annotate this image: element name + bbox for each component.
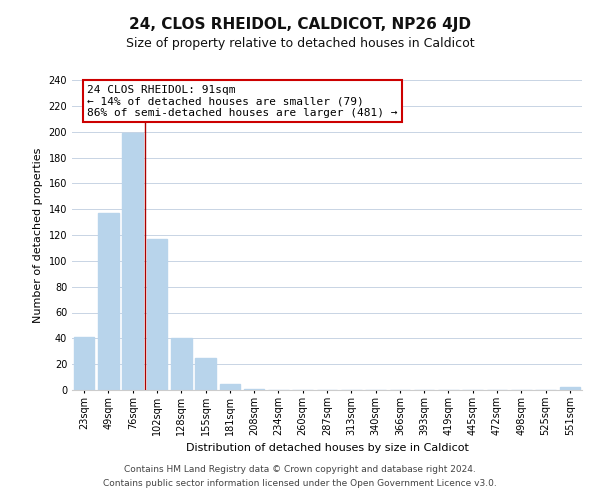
Bar <box>74 337 94 390</box>
Text: 24, CLOS RHEIDOL, CALDICOT, NP26 4JD: 24, CLOS RHEIDOL, CALDICOT, NP26 4JD <box>129 18 471 32</box>
X-axis label: Distribution of detached houses by size in Caldicot: Distribution of detached houses by size … <box>185 444 469 454</box>
Bar <box>195 358 216 390</box>
Text: 24 CLOS RHEIDOL: 91sqm
← 14% of detached houses are smaller (79)
86% of semi-det: 24 CLOS RHEIDOL: 91sqm ← 14% of detached… <box>88 84 398 118</box>
Y-axis label: Number of detached properties: Number of detached properties <box>33 148 43 322</box>
Bar <box>122 133 143 390</box>
Bar <box>171 338 191 390</box>
Text: Contains HM Land Registry data © Crown copyright and database right 2024.
Contai: Contains HM Land Registry data © Crown c… <box>103 466 497 487</box>
Bar <box>244 388 265 390</box>
Bar <box>98 213 119 390</box>
Bar <box>220 384 240 390</box>
Bar <box>560 388 580 390</box>
Bar <box>146 239 167 390</box>
Text: Size of property relative to detached houses in Caldicot: Size of property relative to detached ho… <box>125 38 475 51</box>
